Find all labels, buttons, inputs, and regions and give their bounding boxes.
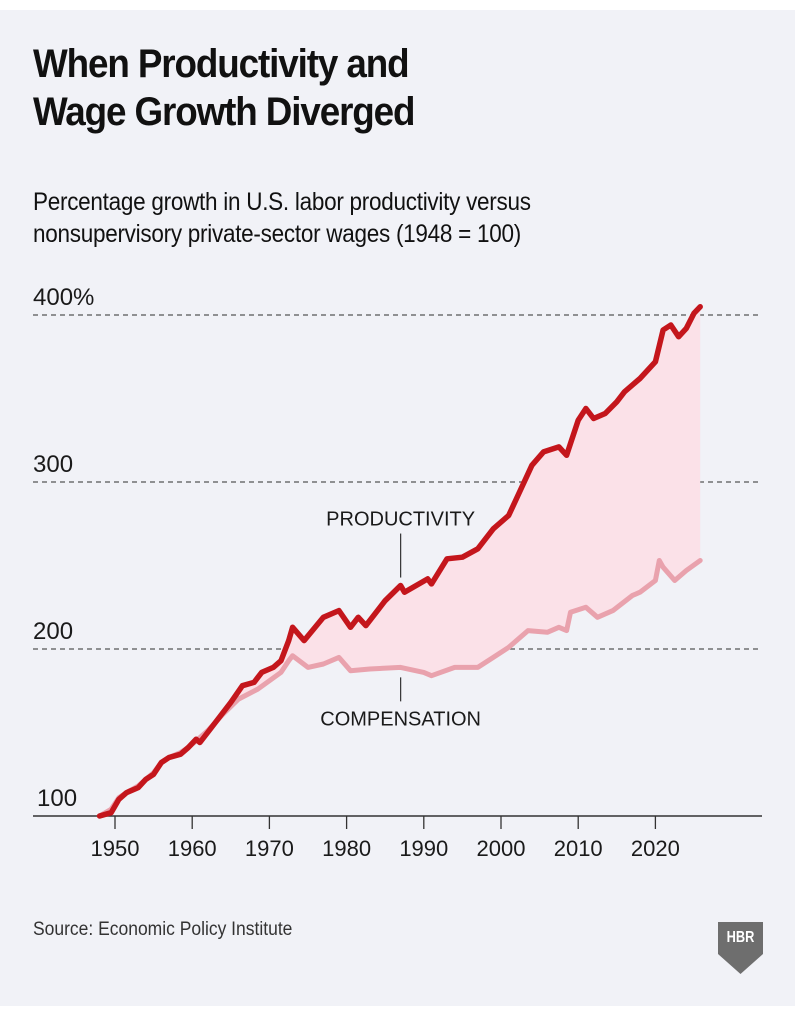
source-note: Source: Economic Policy Institute <box>33 919 293 940</box>
gap-area <box>99 306 701 816</box>
y-tick-label: 400% <box>33 284 94 311</box>
x-tick-label: 1960 <box>168 836 217 861</box>
hbr-logo-icon: HBR <box>718 922 763 974</box>
logo-text: HBR <box>727 929 755 947</box>
series-line-productivity <box>96 303 703 819</box>
x-tick-label: 2020 <box>631 836 680 861</box>
chart-subtitle: Percentage growth in U.S. labor producti… <box>33 186 531 250</box>
x-tick-label: 2000 <box>477 836 526 861</box>
annotations: PRODUCTIVITY COMPENSATION <box>320 509 481 731</box>
y-tick-label: 300 <box>33 451 73 478</box>
subtitle-line-2: nonsupervisory private-sector wages (194… <box>33 220 521 248</box>
x-axis: 1950 1960 1970 1980 1990 2000 2010 2020 <box>33 815 762 861</box>
chart-title: When Productivity and Wage Growth Diverg… <box>33 40 416 136</box>
x-tick-label: 1980 <box>322 836 371 861</box>
y-tick-label: 200 <box>33 618 73 645</box>
title-line-2: Wage Growth Diverged <box>33 90 416 134</box>
x-tick-label: 1950 <box>91 836 140 861</box>
title-line-1: When Productivity and <box>33 42 410 86</box>
x-tick-label: 2010 <box>554 836 603 861</box>
x-tick-label: 1990 <box>399 836 448 861</box>
subtitle-line-1: Percentage growth in U.S. labor producti… <box>33 188 531 216</box>
y-tick-label: 100 <box>37 785 77 812</box>
annotation-label: COMPENSATION <box>320 708 481 730</box>
logo-shield <box>718 922 763 974</box>
annotation-label: PRODUCTIVITY <box>326 509 475 531</box>
y-axis-labels: 100 200 300 400% <box>33 284 94 812</box>
x-tick-label: 1970 <box>245 836 294 861</box>
